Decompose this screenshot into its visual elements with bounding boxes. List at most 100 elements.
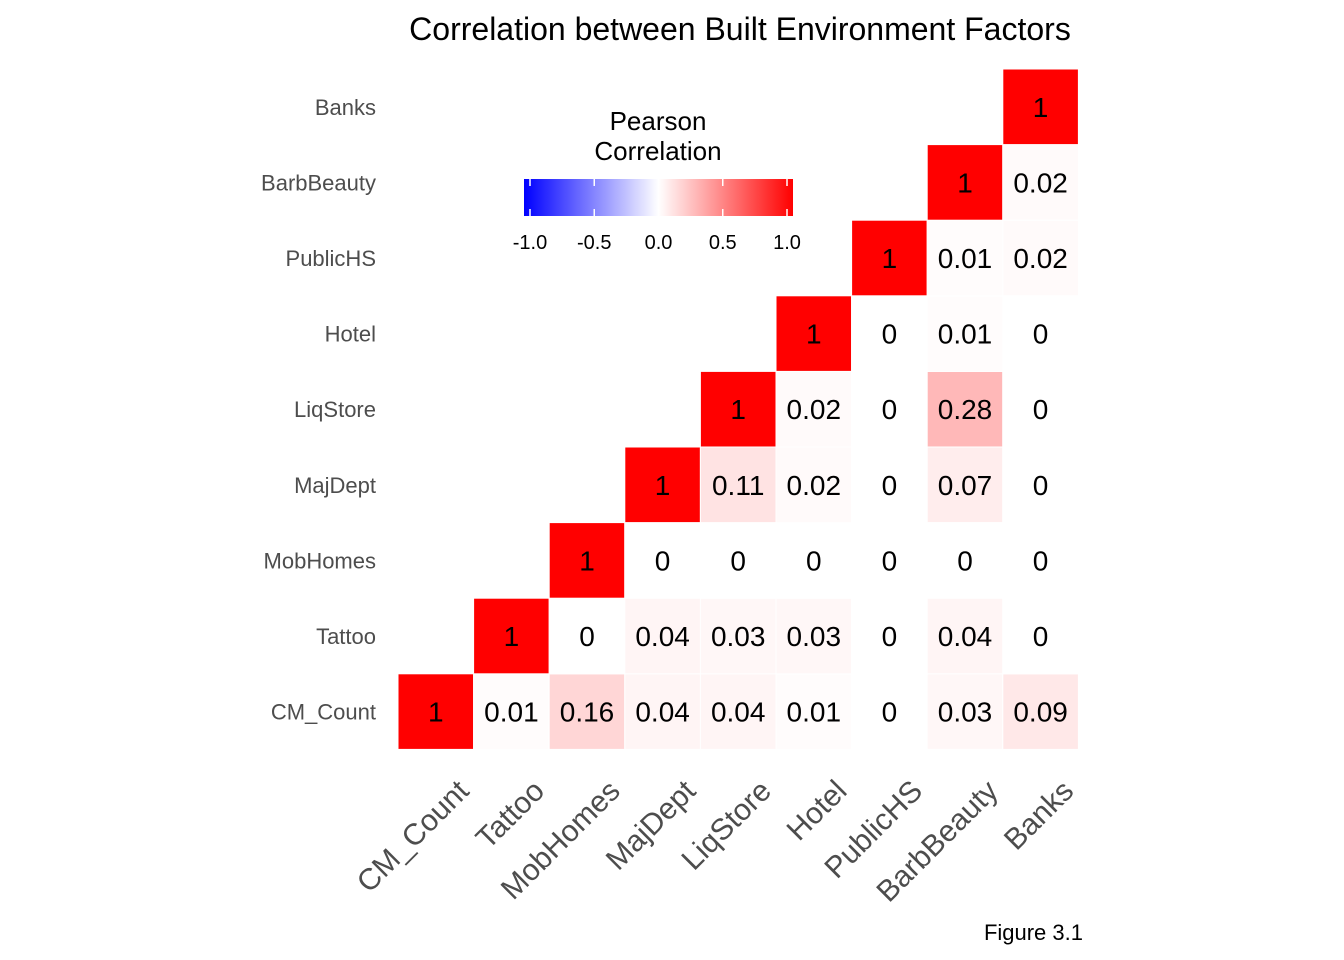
cell-value-label: 0.04 [635,697,690,728]
cell-value-label: 0 [882,697,898,728]
heatmap-cell [624,522,701,599]
heatmap-cell [775,446,853,524]
heatmap-cell [699,522,777,599]
cell-value-label: 0.16 [560,697,615,728]
y-tick-label: PublicHS [286,246,376,271]
y-tick-label: Tattoo [316,624,376,649]
legend-tick-label: 1.0 [773,232,801,254]
x-tick-label: CM_Count [351,774,476,899]
heatmap-cell [1002,446,1079,524]
legend-title-line-2: Correlation [594,136,721,166]
cell-value-label: 1 [957,167,973,198]
legend-tick-label: 0.0 [645,232,673,254]
cell-value-label: 0 [882,621,898,652]
cell-value-label: 0 [1033,470,1049,501]
cell-value-label: 0.01 [787,697,842,728]
cell-value-label: 0.02 [787,470,842,501]
heatmap-cell [548,522,626,599]
cell-value-label: 0.01 [484,697,539,728]
heatmap-cell [926,370,1004,448]
cell-value-label: 1 [579,545,595,576]
heatmap-cell [1002,522,1079,599]
heatmap-cell-labels: 1 0.01 0.16 0.04 0.04 0.01 0 0.03 0.091 0 0.04 0.03… [428,92,1068,728]
heatmap-cell [624,446,701,524]
y-axis-ticks: CM_Count Tattoo MobHomes MajDept LiqStore Hot… [261,95,376,725]
figure-caption: Figure 3.1 [984,920,1083,945]
cell-value-label: 0.03 [711,621,766,652]
heatmap-cell [926,144,1004,221]
heatmap-cell [926,673,1004,750]
heatmap-cell [1002,68,1079,146]
cell-value-label: 1 [730,394,746,425]
x-tick-label: Banks [998,774,1080,856]
heatmap-cell [624,673,701,750]
cell-value-label: 1 [806,319,822,350]
cell-value-label: 0 [957,545,973,576]
legend-title-line-1: Pearson [610,106,707,136]
cell-value-label: 0.02 [1013,243,1068,274]
cell-value-label: 0.03 [938,697,993,728]
heatmap-cell [699,673,777,750]
heatmap-cell [473,673,550,750]
legend-tick-label: -1.0 [513,232,547,254]
cell-value-label: 0 [882,394,898,425]
cell-value-label: 0 [1033,319,1049,350]
heatmap-cell [699,370,777,448]
cell-value-label: 1 [882,243,898,274]
cell-value-label: 0.01 [938,243,993,274]
cell-value-label: 0 [882,470,898,501]
y-tick-label: Banks [315,95,376,120]
heatmap-cell [926,295,1004,372]
cell-value-label: 0.03 [787,621,842,652]
heatmap-cell [851,219,928,297]
cell-value-label: 0.09 [1013,697,1068,728]
cell-value-label: 1 [1033,92,1049,123]
heatmap-cell [851,446,928,524]
cell-value-label: 0 [1033,545,1049,576]
cell-value-label: 0.02 [1013,167,1068,198]
heatmap-cell [1002,370,1079,448]
cell-value-label: 0.04 [938,621,993,652]
heatmap-cell [1002,219,1079,297]
y-tick-label: MajDept [294,473,376,498]
cell-value-label: 0 [806,545,822,576]
heatmap-cell [624,597,701,675]
cell-value-label: 0 [882,545,898,576]
cell-value-label: 1 [504,621,520,652]
heatmap-cell [1002,673,1079,750]
heatmap-cell [926,219,1004,297]
cell-value-label: 1 [655,470,671,501]
y-tick-label: MobHomes [264,548,376,573]
cell-value-label: 0.04 [635,621,690,652]
legend-tick-label: 0.5 [709,232,737,254]
heatmap-cell [775,522,853,599]
chart-title: Correlation between Built Environment Fa… [409,11,1071,47]
cell-value-label: 0.02 [787,394,842,425]
cell-value-label: 0.07 [938,470,993,501]
cell-value-label: 0 [655,545,671,576]
heatmap-cell [926,597,1004,675]
heatmap-cells [397,68,1079,750]
cell-value-label: 0 [1033,394,1049,425]
cell-value-label: 1 [428,697,444,728]
cell-value-label: 0.28 [938,394,993,425]
y-tick-label: BarbBeauty [261,170,376,195]
heatmap-cell [699,597,777,675]
heatmap-cell [775,295,853,372]
legend-tick-label: -0.5 [577,232,611,254]
heatmap-cell [775,673,853,750]
legend-ticks: -1.0 -0.5 0.0 0.5 1.0 [513,179,801,254]
color-legend: Pearson Correlation -1.0 -0.5 0.0 0.5 1.0 [513,106,801,254]
heatmap-cell [397,673,475,750]
cell-value-label: 0 [882,319,898,350]
cell-value-label: 0.04 [711,697,766,728]
heatmap-cell [851,673,928,750]
y-tick-label: CM_Count [271,700,376,725]
heatmap-cell [1002,597,1079,675]
y-tick-label: Hotel [325,322,376,347]
cell-value-label: 0.11 [712,470,764,501]
heatmap-cell [473,597,550,675]
cell-value-label: 0 [730,545,746,576]
